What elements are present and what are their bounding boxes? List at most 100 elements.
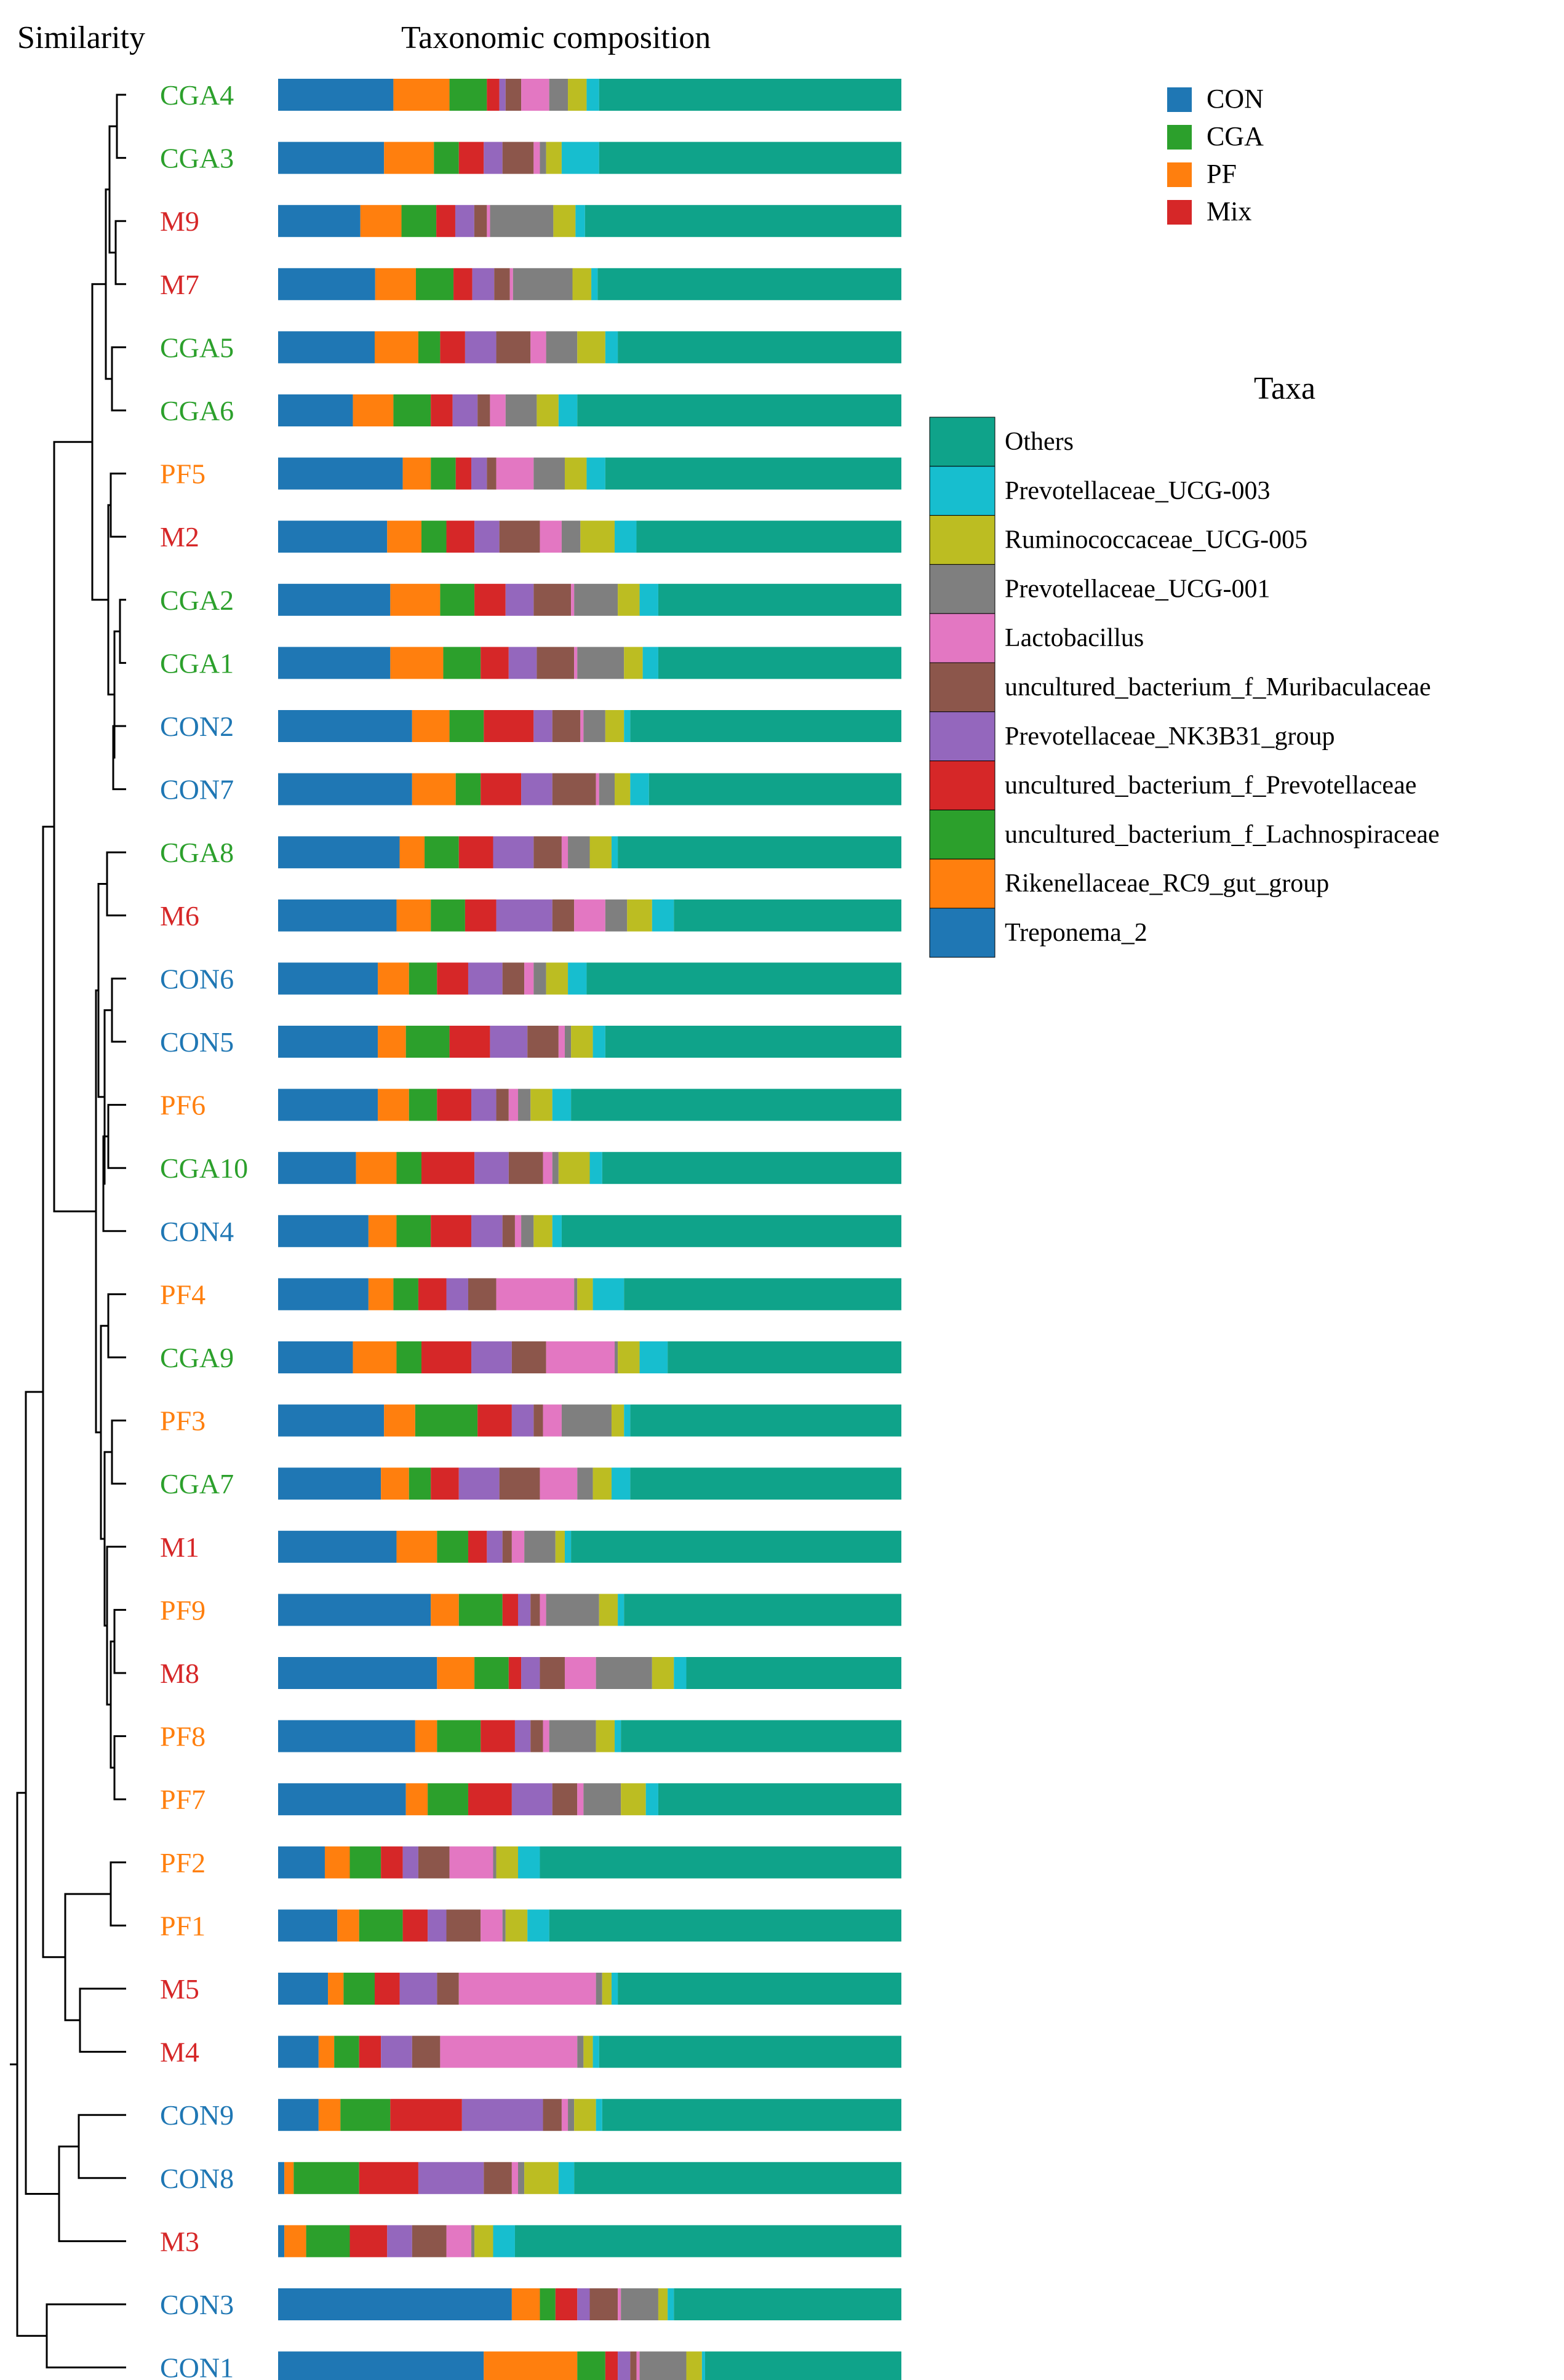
segment-CGA10-Others [602,1152,901,1184]
segment-CON7-uncultured_bacterium_f_Lachnospiraceae [455,773,481,805]
taxa-legend-swatch-Treponema_2 [929,908,995,958]
segment-M7-uncultured_bacterium_f_Lachnospiraceae [415,268,454,300]
segment-M9-uncultured_bacterium_f_Lachnospiraceae [401,205,437,238]
segment-CGA6-Rikenellaceae_RC9_gut_group [353,394,394,426]
segment-M9-Treponema_2 [278,205,361,238]
sample-label-M8: M8 [160,1658,199,1689]
dendrogram-link [97,883,107,1098]
segment-CGA1-Others [658,647,901,679]
segment-M7-uncultured_bacterium_f_Muribaculaceae [494,268,510,300]
segment-CGA10-uncultured_bacterium_f_Lachnospiraceae [396,1152,421,1184]
segment-PF6-uncultured_bacterium_f_Prevotellaceae [437,1088,472,1121]
segment-M5-uncultured_bacterium_f_Muribaculaceae [437,1973,459,2005]
segment-CON2-Rikenellaceae_RC9_gut_group [412,710,450,742]
segment-CON8-uncultured_bacterium_f_Lachnospiraceae [293,2162,359,2194]
segment-PF2-Prevotellaceae_NK3B31_group [402,1846,418,1879]
segment-PF7-uncultured_bacterium_f_Lachnospiraceae [428,1783,468,1816]
segment-M6-Prevotellaceae_NK3B31_group [496,899,553,932]
segment-M8-Prevotellaceae_UCG-001 [596,1657,652,1689]
segment-CON5-uncultured_bacterium_f_Prevotellaceae [449,1026,490,1058]
segment-CGA7-Treponema_2 [278,1468,381,1500]
segment-PF3-Prevotellaceae_UCG-003 [624,1404,631,1437]
segment-CGA3-uncultured_bacterium_f_Muribaculaceae [502,142,534,174]
segment-M5-Others [618,1973,902,2005]
segment-CGA8-Prevotellaceae_NK3B31_group [493,836,534,869]
segment-CON4-uncultured_bacterium_f_Muribaculaceae [502,1215,515,1247]
segment-PF5-Prevotellaceae_UCG-003 [586,457,605,490]
segment-PF1-uncultured_bacterium_f_Lachnospiraceae [359,1909,403,1942]
sample-label-M3: M3 [160,2226,199,2257]
segment-M1-Ruminococcaceae_UCG-005 [555,1530,565,1563]
segment-PF3-uncultured_bacterium_f_Lachnospiraceae [415,1404,478,1437]
segment-CON4-Others [561,1215,902,1247]
segment-M8-Treponema_2 [278,1657,437,1689]
segment-CGA2-Others [658,583,901,616]
segment-M4-uncultured_bacterium_f_Prevotellaceae [359,2035,381,2068]
segment-CGA6-Lactobacillus [490,394,506,426]
segment-PF1-Ruminococcaceae_UCG-005 [505,1909,528,1942]
segment-CON2-uncultured_bacterium_f_Lachnospiraceae [449,710,484,742]
segment-CGA4-uncultured_bacterium_f_Prevotellaceae [487,79,500,111]
segment-CON2-Prevotellaceae_UCG-003 [624,710,631,742]
segment-PF5-uncultured_bacterium_f_Prevotellaceae [455,457,472,490]
bar-M3 [278,2225,901,2258]
sample-labels: CGA4 CGA3 M9 M7 CGA5 CGA6 PF5 M2 CGA2 CGA1 CON2 CON… [160,79,248,2380]
segment-M1-uncultured_bacterium_f_Prevotellaceae [468,1530,487,1563]
segment-M6-Ruminococcaceae_UCG-005 [627,899,652,932]
segment-CGA2-uncultured_bacterium_f_Muribaculaceae [533,583,572,616]
taxa-legend-label-Prevotellaceae_NK3B31_group: Prevotellaceae_NK3B31_group [1005,722,1335,751]
segment-CGA1-uncultured_bacterium_f_Prevotellaceae [481,647,509,679]
sample-label-CGA6: CGA6 [160,395,234,426]
bar-PF1 [278,1909,901,1942]
segment-PF1-Treponema_2 [278,1909,338,1942]
segment-CGA7-uncultured_bacterium_f_Prevotellaceae [431,1468,459,1500]
segment-PF7-uncultured_bacterium_f_Prevotellaceae [468,1783,512,1816]
segment-M9-Prevotellaceae_NK3B31_group [455,205,474,238]
segment-CGA8-Lactobacillus [561,836,569,869]
segment-CGA5-Lactobacillus [530,331,546,364]
segment-M9-Rikenellaceae_RC9_gut_group [360,205,402,238]
segment-M8-Ruminococcaceae_UCG-005 [652,1657,674,1689]
group-legend-swatch-PF [1167,162,1192,187]
segment-CON7-uncultured_bacterium_f_Prevotellaceae [481,773,522,805]
dendrogram-link [107,1293,126,1359]
segment-PF6-Treponema_2 [278,1088,378,1121]
segment-CGA6-Prevotellaceae_NK3B31_group [452,394,478,426]
sample-label-PF8: PF8 [160,1721,205,1752]
segment-PF2-Treponema_2 [278,1846,325,1879]
segment-PF9-Prevotellaceae_UCG-003 [618,1594,624,1626]
segment-CGA7-Prevotellaceae_NK3B31_group [458,1468,500,1500]
segment-CGA7-Ruminococcaceae_UCG-005 [592,1468,612,1500]
segment-CGA2-Prevotellaceae_UCG-001 [574,583,618,616]
segment-M1-Others [571,1530,901,1563]
sample-label-CGA10: CGA10 [160,1152,248,1184]
segment-PF8-Treponema_2 [278,1720,415,1752]
bar-CGA5 [278,331,902,364]
dendrogram-title: Similarity [17,20,145,55]
segment-PF1-uncultured_bacterium_f_Muribaculaceae [446,1909,481,1942]
segment-CON5-Others [605,1026,901,1058]
segment-CON6-Others [586,962,901,995]
segment-CGA6-Treponema_2 [278,394,353,426]
segment-CGA7-uncultured_bacterium_f_Lachnospiraceae [409,1468,431,1500]
segment-M3-Prevotellaceae_UCG-003 [493,2225,515,2258]
segment-PF6-Prevotellaceae_UCG-003 [552,1088,572,1121]
segment-M3-Treponema_2 [278,2225,285,2258]
dendrogram-link [110,1861,126,1927]
segment-CON9-Lactobacillus [561,2099,569,2131]
segment-CON6-Lactobacillus [524,962,534,995]
segment-CGA5-uncultured_bacterium_f_Lachnospiraceae [418,331,441,364]
segment-M4-uncultured_bacterium_f_Lachnospiraceae [334,2035,359,2068]
segment-CGA7-Prevotellaceae_UCG-003 [611,1468,631,1500]
segment-CGA7-uncultured_bacterium_f_Muribaculaceae [499,1468,540,1500]
segment-PF1-Rikenellaceae_RC9_gut_group [337,1909,359,1942]
bar-M5 [278,1973,902,2005]
segment-CON8-Lactobacillus [511,2162,519,2194]
segment-CON2-Prevotellaceae_UCG-001 [583,710,605,742]
segment-M8-Others [686,1657,901,1689]
segment-CGA3-Others [599,142,901,174]
segment-M1-Lactobacillus [511,1530,525,1563]
segment-PF3-Lactobacillus [543,1404,562,1437]
segment-CGA5-Treponema_2 [278,331,375,364]
segment-CON5-Rikenellaceae_RC9_gut_group [378,1026,406,1058]
